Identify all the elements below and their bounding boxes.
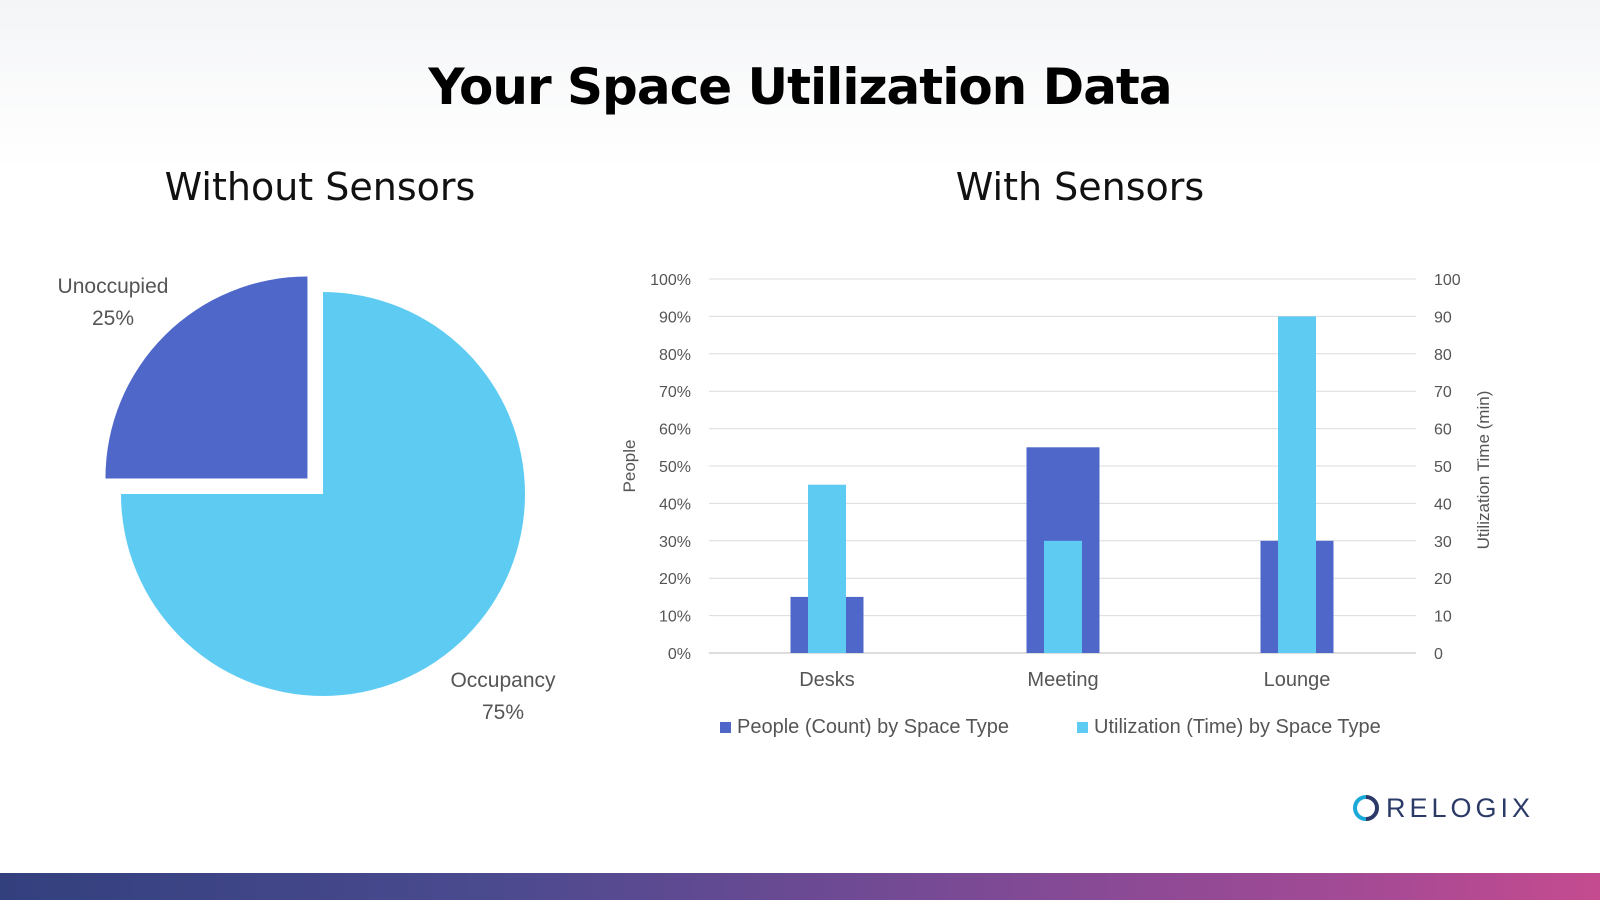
y-left-axis-title: People [620,440,639,493]
bar-utilization [808,484,846,653]
logo-mark-icon [1353,795,1379,821]
y-right-tick-label: 70 [1434,384,1452,401]
y-right-tick-label: 100 [1434,272,1461,289]
pie-slice-unoccupied [105,276,308,479]
y-right-tick-label: 60 [1434,422,1452,439]
y-left-tick-label: 100% [650,272,691,289]
y-right-tick-label: 30 [1434,534,1452,551]
y-right-tick-label: 40 [1434,496,1452,513]
y-left-tick-label: 60% [659,422,691,439]
y-right-tick-label: 50 [1434,459,1452,476]
y-right-tick-label: 10 [1434,609,1452,626]
legend-label: People (Count) by Space Type [737,716,1009,738]
y-left-tick-label: 10% [659,609,691,626]
x-tick-label: Desks [799,669,855,691]
pie-chart: Unoccupied 25% Occupancy 75% [58,275,556,724]
bar-utilization [1044,540,1082,653]
pie-label: Unoccupied [58,275,169,298]
footer-gradient-bar [0,873,1600,900]
pie-label: Occupancy [450,669,556,692]
pie-slice-occupancy [121,292,525,696]
bar-utilization [1278,316,1316,653]
x-tick-label: Meeting [1027,669,1098,691]
y-left-tick-label: 40% [659,496,691,513]
y-left-tick-label: 50% [659,459,691,476]
pie-value-label: 25% [92,307,134,330]
y-right-tick-label: 80 [1434,347,1452,364]
logo-text: RELOGIX [1386,792,1535,823]
y-left-tick-label: 80% [659,347,691,364]
pie-value-label: 75% [482,701,524,724]
relogix-logo: RELOGIX [1352,793,1534,823]
y-left-tick-label: 30% [659,534,691,551]
y-left-tick-label: 90% [659,309,691,326]
right-chart-title: With Sensors [955,165,1205,209]
y-right-tick-label: 0 [1434,646,1443,663]
left-chart-title: Without Sensors [164,165,476,209]
legend-swatch [1077,722,1088,733]
y-right-tick-label: 20 [1434,571,1452,588]
y-left-tick-label: 0% [668,646,691,663]
legend-swatch [720,722,731,733]
x-tick-label: Lounge [1264,669,1331,691]
y-left-tick-label: 70% [659,384,691,401]
y-left-tick-label: 20% [659,571,691,588]
y-right-axis-title: Utilization Time (min) [1474,391,1493,550]
bar-chart: 0% 10% 20% 30% 40% 50% 60% 70% 80% 90% 100% 0 10 20 30… [620,272,1493,738]
y-right-tick-label: 90 [1434,309,1452,326]
page-title: Your Space Utilization Data [428,58,1172,116]
legend-label: Utilization (Time) by Space Type [1094,716,1381,738]
